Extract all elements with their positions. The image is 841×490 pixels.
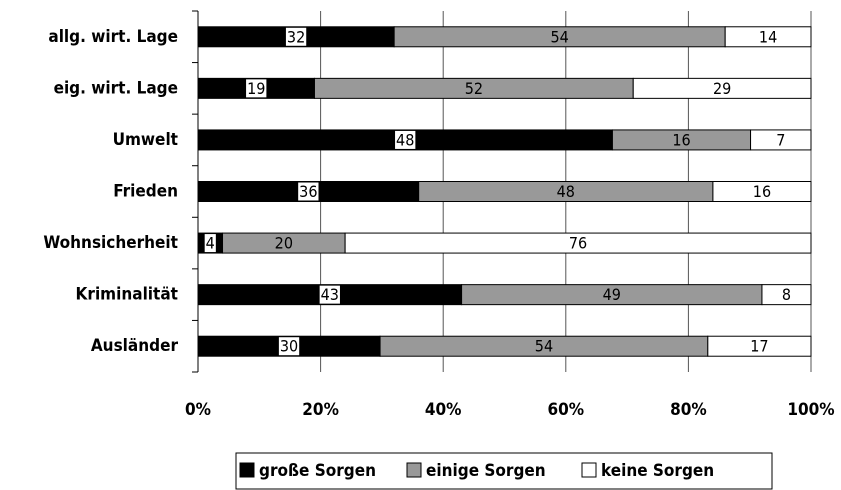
data-label: 48 [557, 182, 575, 201]
category-label: Kriminalität [76, 285, 178, 305]
data-label: 48 [396, 130, 414, 149]
x-tick-label: 60% [547, 400, 584, 420]
legend-label: einige Sorgen [426, 461, 546, 481]
bar-segment [344, 232, 812, 254]
x-tick-label: 100% [787, 400, 834, 420]
x-tick-label: 80% [670, 400, 707, 420]
bar-segment [724, 26, 812, 48]
x-tick-label: 40% [425, 400, 462, 420]
category-label: eig. wirt. Lage [54, 78, 178, 98]
legend-box [235, 452, 773, 490]
legend-label: keine Sorgen [601, 461, 714, 481]
data-label: 4 [206, 234, 215, 253]
data-label: 52 [465, 79, 483, 98]
data-label: 7 [776, 130, 785, 149]
bar-segment [707, 335, 812, 357]
x-tick-label: 20% [302, 400, 339, 420]
data-label-bg [319, 285, 340, 304]
legend-swatch [239, 462, 255, 478]
bar-segment [750, 129, 812, 151]
data-label-bg [204, 234, 216, 253]
category-label: Wohnsicherheit [43, 233, 178, 253]
data-label: 16 [753, 182, 771, 201]
bar-segment [712, 181, 812, 202]
data-label: 20 [275, 234, 293, 253]
data-label: 14 [759, 27, 777, 46]
category-label: Umwelt [113, 130, 178, 150]
bar-segment [632, 77, 812, 99]
data-label: 76 [569, 234, 587, 253]
data-label-bg [278, 337, 300, 356]
data-label: 30 [280, 337, 298, 356]
data-label: 29 [713, 79, 731, 98]
data-label: 54 [535, 337, 553, 356]
data-label: 16 [672, 130, 690, 149]
data-label-bg [246, 79, 267, 98]
legend-swatch [581, 462, 597, 478]
data-label: 8 [782, 285, 791, 304]
x-tick-label: 0% [185, 400, 211, 420]
category-label: Frieden [113, 182, 178, 202]
legend-label: große Sorgen [259, 461, 376, 481]
data-label: 36 [299, 182, 317, 201]
data-label-bg [395, 130, 416, 149]
data-label: 54 [551, 27, 569, 46]
bar-segment [761, 284, 812, 306]
data-label: 43 [321, 285, 339, 304]
data-label-bg [285, 27, 307, 46]
data-label: 17 [750, 337, 768, 356]
legend-swatch [406, 462, 422, 478]
data-label-bg [298, 182, 319, 201]
category-label: allg. wirt. Lage [48, 27, 178, 47]
data-label: 49 [603, 285, 621, 304]
data-label: 32 [287, 27, 305, 46]
data-label: 19 [247, 79, 265, 98]
category-label: Ausländer [91, 336, 179, 356]
